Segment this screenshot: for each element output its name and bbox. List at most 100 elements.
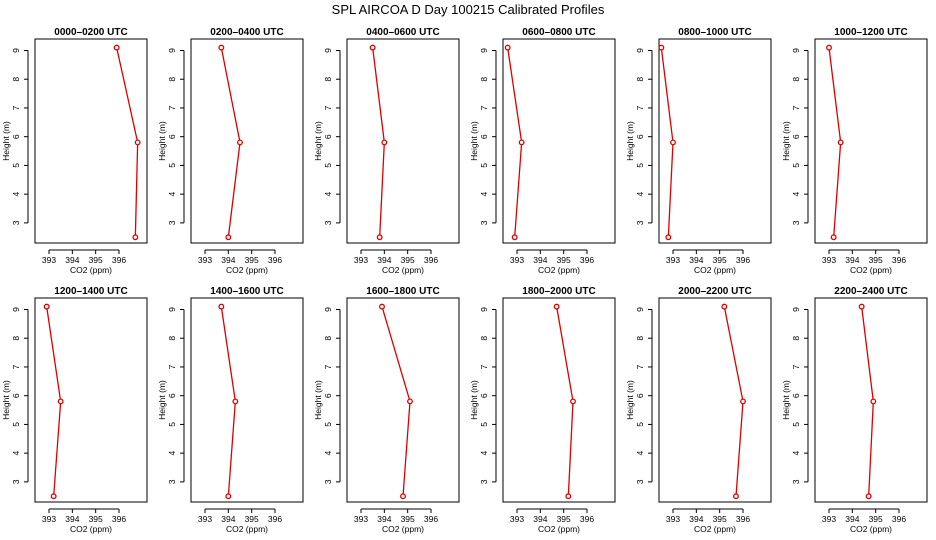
data-point <box>225 493 232 500</box>
panel-title: 0000–0200 UTC <box>54 27 127 38</box>
x-tick-label: 395 <box>245 255 259 265</box>
y-axis-label: Height (m) <box>469 121 479 161</box>
data-point <box>237 139 243 146</box>
panel-title: 1600–1800 UTC <box>366 286 439 297</box>
y-axis-label: Height (m) <box>625 380 635 420</box>
y-tick-label: 3 <box>11 479 21 484</box>
y-tick-label: 5 <box>479 163 489 168</box>
y-tick-label: 5 <box>635 422 645 427</box>
y-tick-label: 3 <box>167 220 177 225</box>
x-axis-label: CO2 (ppm) <box>70 265 112 275</box>
y-axis-label: Height (m) <box>157 121 167 161</box>
data-point <box>658 44 665 51</box>
y-tick-label: 7 <box>323 364 333 369</box>
data-point <box>43 303 50 310</box>
profile-line <box>116 47 139 238</box>
x-tick-label: 395 <box>245 514 259 524</box>
x-axis-label: CO2 (ppm) <box>226 524 268 534</box>
y-tick-label: 5 <box>11 163 21 168</box>
x-tick-label: 396 <box>892 514 906 524</box>
y-tick-label: 3 <box>635 220 645 225</box>
x-tick-label: 394 <box>221 255 235 265</box>
data-point <box>379 303 385 310</box>
x-tick-label: 394 <box>221 514 235 524</box>
plot-frame <box>814 297 928 503</box>
y-tick-label: 8 <box>635 336 645 341</box>
y-tick-label: 9 <box>479 307 489 312</box>
x-axis-label: CO2 (ppm) <box>538 524 580 534</box>
y-tick-label: 7 <box>11 105 21 110</box>
x-tick-label: 393 <box>822 255 836 265</box>
x-tick-label: 394 <box>689 255 703 265</box>
panel-title: 1000–1200 UTC <box>834 27 907 38</box>
y-axis-label: Height (m) <box>469 380 479 420</box>
x-tick-label: 394 <box>845 514 859 524</box>
y-tick-label: 5 <box>11 422 21 427</box>
y-tick-label: 9 <box>479 48 489 53</box>
y-axis-label: Height (m) <box>313 121 323 161</box>
y-tick-label: 4 <box>479 192 489 197</box>
panel-title: 2000–2200 UTC <box>678 286 751 297</box>
data-point <box>218 303 225 310</box>
y-axis-label: Height (m) <box>157 380 167 420</box>
plot-frame <box>346 38 460 244</box>
panel-title: 0800–1000 UTC <box>678 27 751 38</box>
y-tick-label: 9 <box>11 48 21 53</box>
y-tick-label: 6 <box>167 134 177 139</box>
plot-frame <box>34 297 148 503</box>
y-tick-label: 5 <box>791 163 801 168</box>
x-tick-label: 396 <box>424 514 438 524</box>
data-point <box>407 398 413 405</box>
y-tick-label: 9 <box>791 307 801 312</box>
x-tick-label: 393 <box>354 514 368 524</box>
data-point <box>665 234 672 241</box>
x-tick-label: 393 <box>198 514 212 524</box>
y-tick-label: 5 <box>323 422 333 427</box>
plot-frame <box>34 38 148 244</box>
data-point <box>837 139 844 146</box>
x-tick-label: 393 <box>354 255 368 265</box>
y-tick-label: 8 <box>11 77 21 82</box>
y-tick-label: 9 <box>635 48 645 53</box>
y-axis-label: Height (m) <box>1 121 11 161</box>
data-point <box>113 44 120 51</box>
data-point <box>381 139 388 146</box>
x-tick-label: 394 <box>65 255 79 265</box>
data-point <box>218 44 225 51</box>
y-tick-label: 9 <box>635 307 645 312</box>
x-tick-label: 393 <box>42 255 56 265</box>
plot-frame <box>346 297 460 503</box>
y-tick-label: 8 <box>479 336 489 341</box>
data-point <box>670 139 676 146</box>
x-tick-label: 395 <box>89 514 103 524</box>
x-tick-label: 393 <box>666 255 680 265</box>
plot-frame <box>658 38 772 244</box>
data-point <box>132 234 139 241</box>
x-tick-label: 396 <box>580 514 594 524</box>
x-tick-label: 393 <box>510 255 524 265</box>
y-tick-label: 4 <box>11 192 21 197</box>
y-tick-label: 5 <box>479 422 489 427</box>
data-point <box>740 398 746 405</box>
panel-title: 2200–2400 UTC <box>834 286 907 297</box>
x-tick-label: 396 <box>268 514 282 524</box>
panel-title: 1400–1600 UTC <box>210 286 283 297</box>
y-tick-label: 3 <box>791 479 801 484</box>
y-tick-label: 9 <box>323 307 333 312</box>
x-tick-label: 394 <box>377 514 391 524</box>
panel-title: 0600–0800 UTC <box>522 27 595 38</box>
data-point <box>504 44 511 51</box>
y-tick-label: 7 <box>635 105 645 110</box>
x-tick-label: 396 <box>736 514 750 524</box>
y-tick-label: 3 <box>479 220 489 225</box>
data-point <box>870 398 877 405</box>
x-tick-label: 395 <box>401 255 415 265</box>
data-point <box>376 234 383 241</box>
